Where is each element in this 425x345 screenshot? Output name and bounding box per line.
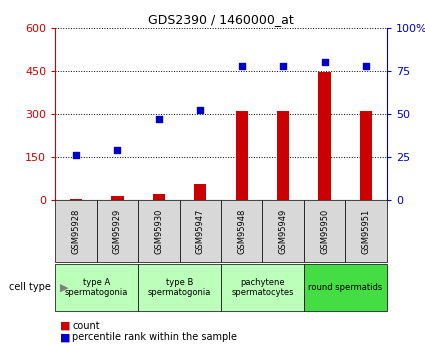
Bar <box>318 72 331 200</box>
Bar <box>304 200 345 262</box>
Point <box>280 63 286 68</box>
Bar <box>194 184 207 200</box>
Bar <box>345 200 387 262</box>
Bar <box>262 200 304 262</box>
Point <box>321 59 328 65</box>
Bar <box>55 200 96 262</box>
Text: GSM95928: GSM95928 <box>71 208 80 254</box>
Bar <box>360 111 372 200</box>
Text: type A
spermatogonia: type A spermatogonia <box>65 277 128 297</box>
Bar <box>111 196 124 200</box>
Point <box>363 63 369 68</box>
Text: GSM95948: GSM95948 <box>237 208 246 254</box>
Title: GDS2390 / 1460000_at: GDS2390 / 1460000_at <box>148 13 294 27</box>
Point <box>197 108 204 113</box>
Text: GSM95929: GSM95929 <box>113 208 122 254</box>
Bar <box>96 200 138 262</box>
Text: GSM95950: GSM95950 <box>320 208 329 254</box>
Text: ▶: ▶ <box>60 282 68 292</box>
Point <box>238 63 245 68</box>
Text: GSM95947: GSM95947 <box>196 208 205 254</box>
Bar <box>304 264 387 310</box>
Bar <box>179 200 221 262</box>
Bar <box>221 264 304 310</box>
Text: round spermatids: round spermatids <box>308 283 382 292</box>
Bar <box>277 111 289 200</box>
Text: ■: ■ <box>60 333 70 342</box>
Bar <box>235 111 248 200</box>
Text: cell type: cell type <box>9 282 51 292</box>
Bar <box>55 264 138 310</box>
Text: GSM95951: GSM95951 <box>362 208 371 254</box>
Point <box>73 152 79 158</box>
Bar <box>138 200 179 262</box>
Text: percentile rank within the sample: percentile rank within the sample <box>72 333 237 342</box>
Text: ■: ■ <box>60 321 70 331</box>
Text: pachytene
spermatocytes: pachytene spermatocytes <box>231 277 294 297</box>
Bar <box>153 194 165 200</box>
Bar <box>138 264 221 310</box>
Text: count: count <box>72 321 100 331</box>
Text: type B
spermatogonia: type B spermatogonia <box>148 277 211 297</box>
Text: GSM95930: GSM95930 <box>154 208 163 254</box>
Text: GSM95949: GSM95949 <box>279 208 288 254</box>
Point <box>114 147 121 153</box>
Point <box>156 116 162 122</box>
Bar <box>221 200 262 262</box>
Bar <box>70 199 82 200</box>
